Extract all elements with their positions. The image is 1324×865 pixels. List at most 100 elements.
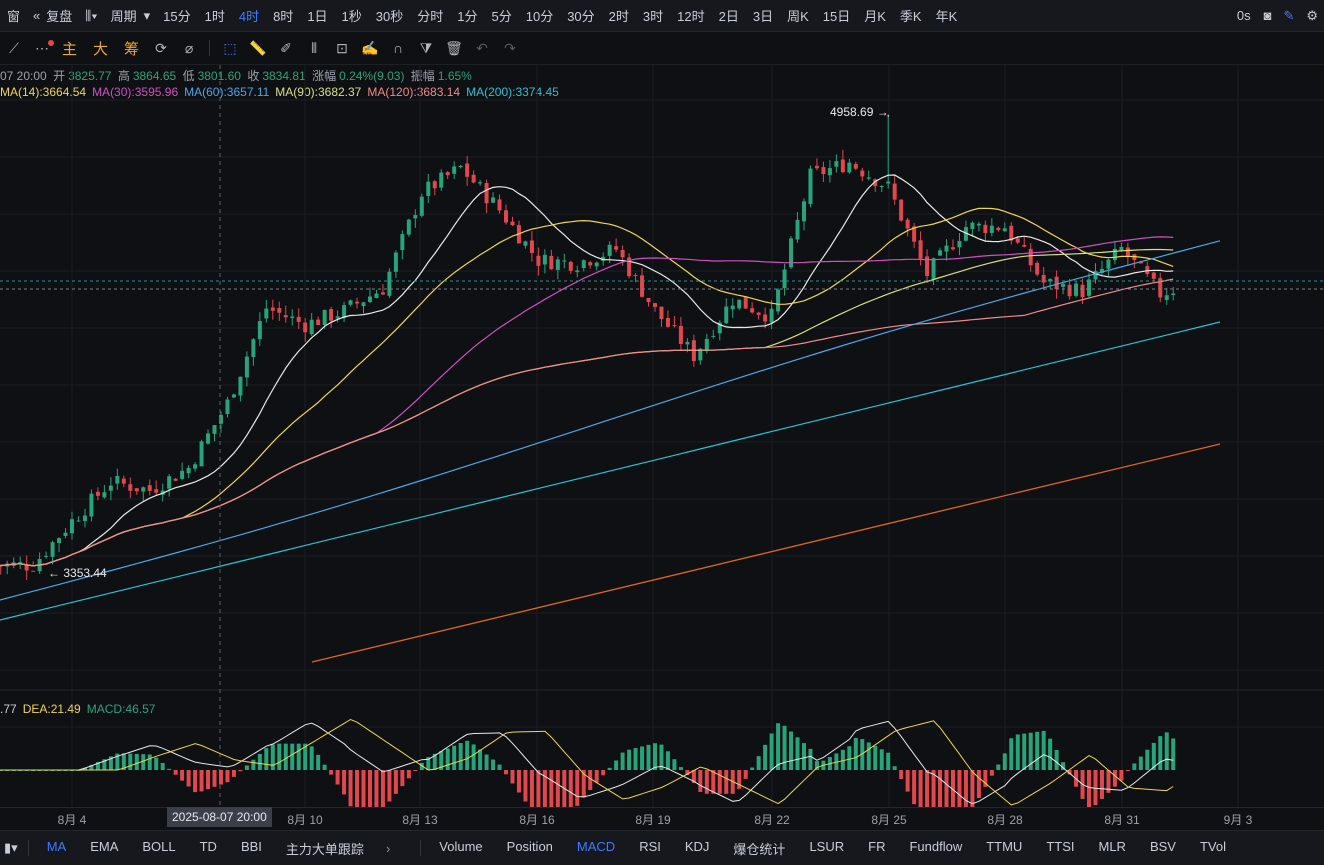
interval-3[interactable]: 8时 (273, 9, 294, 24)
macd-bar (329, 770, 334, 775)
chip-tab[interactable]: 筹 (124, 40, 140, 58)
interval-16[interactable]: 3日 (752, 9, 774, 24)
indicator-主力大单跟踪[interactable]: 主力大单跟踪 (285, 841, 364, 857)
main-chart-tab[interactable]: 主 (62, 40, 78, 58)
large-order-tab[interactable]: 大 (93, 40, 109, 58)
candle-body (892, 183, 897, 200)
interval-14[interactable]: 12时 (677, 9, 705, 24)
interval-13[interactable]: 3时 (642, 9, 664, 24)
x-axis: 8月 4 8月 10 8月 13 8月 16 8月 19 8月 22 8月 25 8月 28 8… (0, 807, 1324, 830)
pencil-icon[interactable]: ✎ (1283, 7, 1295, 23)
candle-body (212, 425, 217, 434)
window-button[interactable]: 窗 (7, 9, 21, 24)
indicator-bbi[interactable]: BBI (240, 838, 262, 854)
tune-icon[interactable]: ⚙ (1306, 7, 1318, 23)
interval-17[interactable]: 周K (787, 9, 809, 24)
redo-icon[interactable]: ↷ (504, 39, 516, 56)
interval-7[interactable]: 分时 (417, 9, 444, 24)
candles-icon[interactable]: ⫴ (311, 39, 317, 56)
indicator-ttsi[interactable]: TTSI (1046, 838, 1075, 854)
candle-body (329, 309, 334, 321)
candle-body (614, 246, 619, 250)
macd-bar (387, 770, 392, 802)
candle-body (640, 275, 645, 297)
macd-bar (238, 770, 243, 772)
indicator-fundflow[interactable]: Fundflow (909, 838, 963, 854)
interval-9[interactable]: 5分 (491, 9, 512, 24)
more-tools-icon[interactable]: ⋯ (35, 39, 49, 56)
indicator-ema[interactable]: EMA (90, 838, 119, 854)
filter-icon[interactable]: ⧩ (419, 39, 433, 56)
menu-chevron-icon[interactable]: ▮▾ (4, 840, 18, 855)
note-icon[interactable]: ✍ (361, 39, 379, 56)
sync-icon[interactable]: ⟳ (155, 39, 167, 56)
macd-legend-item: DEA:21.49 (22, 702, 81, 716)
replay-button[interactable]: 复盘 (46, 9, 73, 24)
indicator-volume[interactable]: Volume (439, 838, 483, 854)
macd-bar (976, 770, 981, 799)
interval-15[interactable]: 2日 (718, 9, 739, 24)
interval-12[interactable]: 2时 (608, 9, 629, 24)
magnet-icon[interactable]: ∩ (393, 40, 404, 56)
indicator-rsi[interactable]: RSI (639, 838, 661, 854)
select-tool-icon[interactable]: ⬚ (223, 39, 237, 56)
indicator-爆仓统计[interactable]: 爆仓统计 (733, 841, 786, 857)
interval-8[interactable]: 1分 (457, 9, 478, 24)
macd-bar (879, 749, 884, 770)
indicator-td[interactable]: TD (199, 838, 217, 854)
interval-4[interactable]: 1日 (307, 9, 328, 24)
macd-bar (141, 754, 146, 770)
candle-body (76, 520, 81, 522)
chevron-right-icon[interactable]: › (385, 840, 391, 856)
macd-bar (931, 770, 936, 807)
interval-6[interactable]: 30秒 (375, 9, 404, 24)
interval-10[interactable]: 10分 (525, 9, 554, 24)
clear-drawing-icon[interactable]: ⌀ (184, 39, 194, 56)
indicator-boll[interactable]: BOLL (142, 838, 176, 854)
candle-body (147, 485, 152, 491)
line-tool-icon[interactable]: ⟋ (9, 39, 19, 56)
candle-body (426, 181, 431, 197)
interval-11[interactable]: 30分 (567, 9, 595, 24)
indicator-tvol[interactable]: TVol (1199, 838, 1226, 854)
indicator-ma[interactable]: MA (46, 838, 67, 854)
macd-bar (1067, 770, 1072, 775)
brush-icon[interactable]: ✐ (280, 39, 292, 56)
indicator-position[interactable]: Position (506, 838, 553, 854)
period-dropdown[interactable]: 周期 (110, 9, 137, 24)
indicator-macd[interactable]: MACD (576, 838, 616, 854)
candle-body (950, 247, 955, 250)
price-chart[interactable] (0, 65, 1324, 807)
x-axis-label: 8月 28 (987, 813, 1023, 827)
candle-body (115, 475, 120, 484)
indicator-mlr[interactable]: MLR (1098, 838, 1126, 854)
ruler-icon[interactable]: 📏 (249, 39, 267, 56)
interval-1[interactable]: 1时 (204, 9, 225, 24)
trash-icon[interactable]: 🗑 (445, 39, 463, 56)
interval-21[interactable]: 年K (935, 9, 958, 24)
replay-icon[interactable]: « (33, 8, 41, 23)
indicator-kdj[interactable]: KDJ (684, 838, 710, 854)
lock-icon[interactable]: ⊡ (336, 39, 348, 56)
interval-5[interactable]: 1秒 (341, 9, 362, 24)
indicator-ttmu[interactable]: TTMU (986, 838, 1023, 854)
indicator-fr[interactable]: FR (868, 838, 886, 854)
interval-20[interactable]: 季K (899, 9, 922, 24)
undo-icon[interactable]: ↶ (476, 39, 488, 56)
interval-19[interactable]: 月K (864, 9, 886, 24)
macd-bar (1093, 770, 1098, 806)
candle-body (458, 165, 463, 168)
macd-bar (1151, 742, 1156, 770)
candle-body (1112, 248, 1117, 261)
camera-icon[interactable]: ◙ (1263, 8, 1272, 23)
candle-type-icon[interactable]: ⫼▾ (85, 7, 98, 23)
indicator-lsur[interactable]: LSUR (809, 838, 845, 854)
candle-body (866, 177, 871, 179)
interval-0[interactable]: 15分 (163, 9, 191, 24)
macd-bar (1009, 738, 1014, 770)
interval-18[interactable]: 15日 (822, 9, 851, 24)
indicator-bsv[interactable]: BSV (1149, 838, 1176, 854)
interval-2[interactable]: 4时 (238, 9, 260, 24)
macd-bar (957, 770, 962, 807)
candle-body (264, 308, 269, 319)
